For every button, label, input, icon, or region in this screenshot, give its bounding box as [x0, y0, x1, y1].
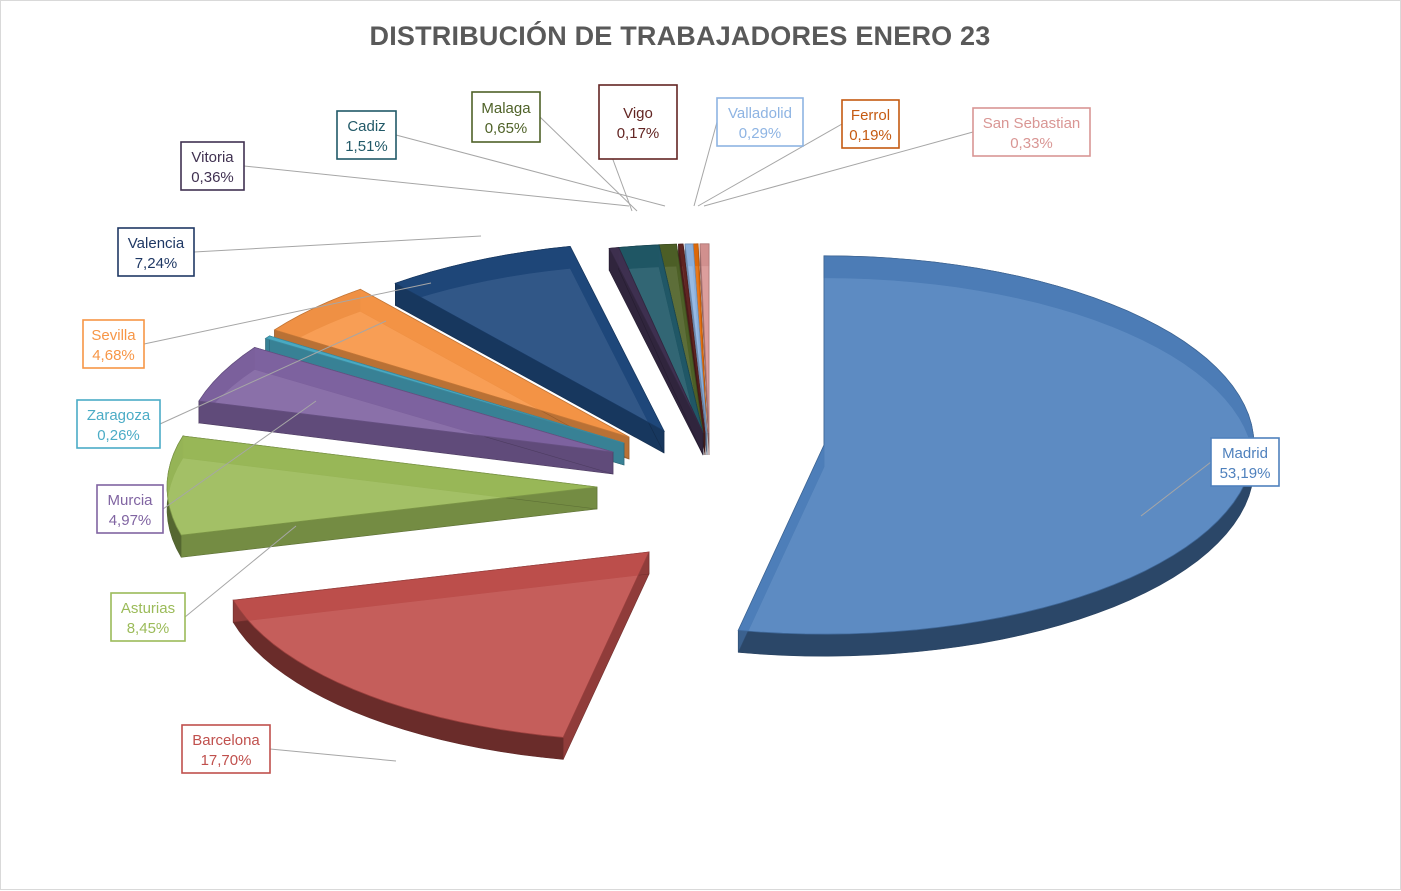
- data-label-box: [972, 107, 1091, 157]
- data-label-category: Ferrol: [851, 107, 890, 124]
- data-label: Barcelona 17,70%: [181, 724, 271, 774]
- data-label-category: San Sebastian: [983, 115, 1081, 132]
- slice-top: [699, 243, 710, 434]
- slice-vitoria: [608, 247, 704, 456]
- data-label-category: Madrid: [1222, 445, 1268, 462]
- data-label-box: [471, 91, 541, 143]
- leader-line: [539, 116, 638, 212]
- leader-line: [159, 320, 387, 425]
- data-label-value: 0,29%: [739, 125, 782, 142]
- data-label-category: Malaga: [481, 100, 531, 117]
- data-label: Valencia 7,24%: [117, 227, 195, 277]
- data-label-category: Valladolid: [728, 105, 792, 122]
- leader-line: [193, 235, 482, 253]
- data-label-category: Sevilla: [91, 327, 136, 344]
- data-label-box: [110, 592, 186, 642]
- leader-line: [162, 400, 317, 510]
- slice-murcia: [198, 346, 614, 475]
- slice-madrid: [737, 255, 1255, 657]
- data-label: Vigo 0,17%: [598, 84, 678, 160]
- data-label: Cadiz 1,51%: [336, 110, 397, 160]
- data-label-value: 0,36%: [191, 169, 234, 186]
- leader-line: [697, 123, 843, 207]
- slice-vigo: [678, 243, 706, 456]
- slice-top: [684, 243, 708, 434]
- data-label-box: [598, 84, 678, 160]
- slice-top: [394, 245, 665, 432]
- slice-top: [678, 243, 706, 434]
- leader-line: [693, 121, 718, 207]
- leader-line: [143, 282, 432, 345]
- data-label: Madrid 53,19%: [1210, 437, 1280, 487]
- leader-line: [184, 525, 297, 618]
- data-label-box: [1210, 437, 1280, 487]
- data-label-box: [76, 399, 161, 449]
- data-label-value: 17,70%: [201, 752, 252, 769]
- slice-top: [264, 335, 625, 444]
- data-label-value: 8,45%: [127, 620, 170, 637]
- data-label-value: 1,51%: [345, 138, 388, 155]
- data-label-box: [82, 319, 145, 369]
- data-label: Vitoria 0,36%: [180, 141, 245, 191]
- data-label-box: [841, 99, 900, 149]
- data-label-category: Vigo: [623, 105, 653, 122]
- data-label: Ferrol 0,19%: [841, 99, 900, 149]
- slices-layer: [166, 243, 1255, 760]
- leader-line: [269, 748, 397, 762]
- data-label-category: Asturias: [121, 600, 175, 617]
- data-label-value: 0,19%: [849, 127, 892, 144]
- data-label-box: [716, 97, 804, 147]
- slice-san-sebastian: [699, 243, 710, 456]
- data-labels-layer: Madrid 53,19% Barcelona 17,70% Asturias 8,45%…: [76, 84, 1280, 774]
- chart-title: DISTRIBUCIÓN DE TRABAJADORES ENERO 23: [369, 21, 991, 51]
- leader-line: [703, 131, 974, 207]
- data-label-category: Zaragoza: [87, 407, 151, 424]
- data-label-box: [180, 141, 245, 191]
- data-label-value: 0,33%: [1010, 135, 1053, 152]
- data-label-value: 7,24%: [135, 255, 178, 272]
- slice-top: [737, 255, 1255, 635]
- data-label-box: [117, 227, 195, 277]
- data-label-value: 4,68%: [92, 347, 135, 364]
- data-label: Murcia 4,97%: [96, 484, 164, 534]
- data-label-box: [181, 724, 271, 774]
- data-label: San Sebastian 0,33%: [972, 107, 1091, 157]
- data-label-value: 53,19%: [1220, 465, 1271, 482]
- data-label: Sevilla 4,68%: [82, 319, 145, 369]
- data-label-category: Cadiz: [347, 118, 385, 135]
- data-label-value: 0,26%: [97, 427, 140, 444]
- leader-line: [243, 165, 630, 207]
- slice-top: [166, 435, 598, 536]
- slice-top: [608, 247, 704, 434]
- slice-asturias: [166, 434, 598, 558]
- data-label-category: Vitoria: [191, 149, 234, 166]
- data-label: Asturias 8,45%: [110, 592, 186, 642]
- data-label-value: 0,17%: [617, 125, 660, 142]
- data-label-category: Valencia: [128, 235, 185, 252]
- data-label: Valladolid 0,29%: [716, 97, 804, 147]
- data-label-category: Murcia: [107, 492, 153, 509]
- data-label-value: 0,65%: [485, 120, 528, 137]
- data-label-value: 4,97%: [109, 512, 152, 529]
- data-label-category: Barcelona: [192, 732, 260, 749]
- slice-top: [198, 346, 614, 453]
- leader-lines-layer: [143, 116, 1212, 762]
- slice-barcelona: [232, 551, 650, 760]
- slice-valencia: [394, 245, 665, 454]
- data-label: Malaga 0,65%: [471, 91, 541, 143]
- data-label-box: [96, 484, 164, 534]
- leader-line: [1140, 461, 1212, 517]
- data-label: Zaragoza 0,26%: [76, 399, 161, 449]
- slice-top: [232, 551, 650, 738]
- data-label-box: [336, 110, 397, 160]
